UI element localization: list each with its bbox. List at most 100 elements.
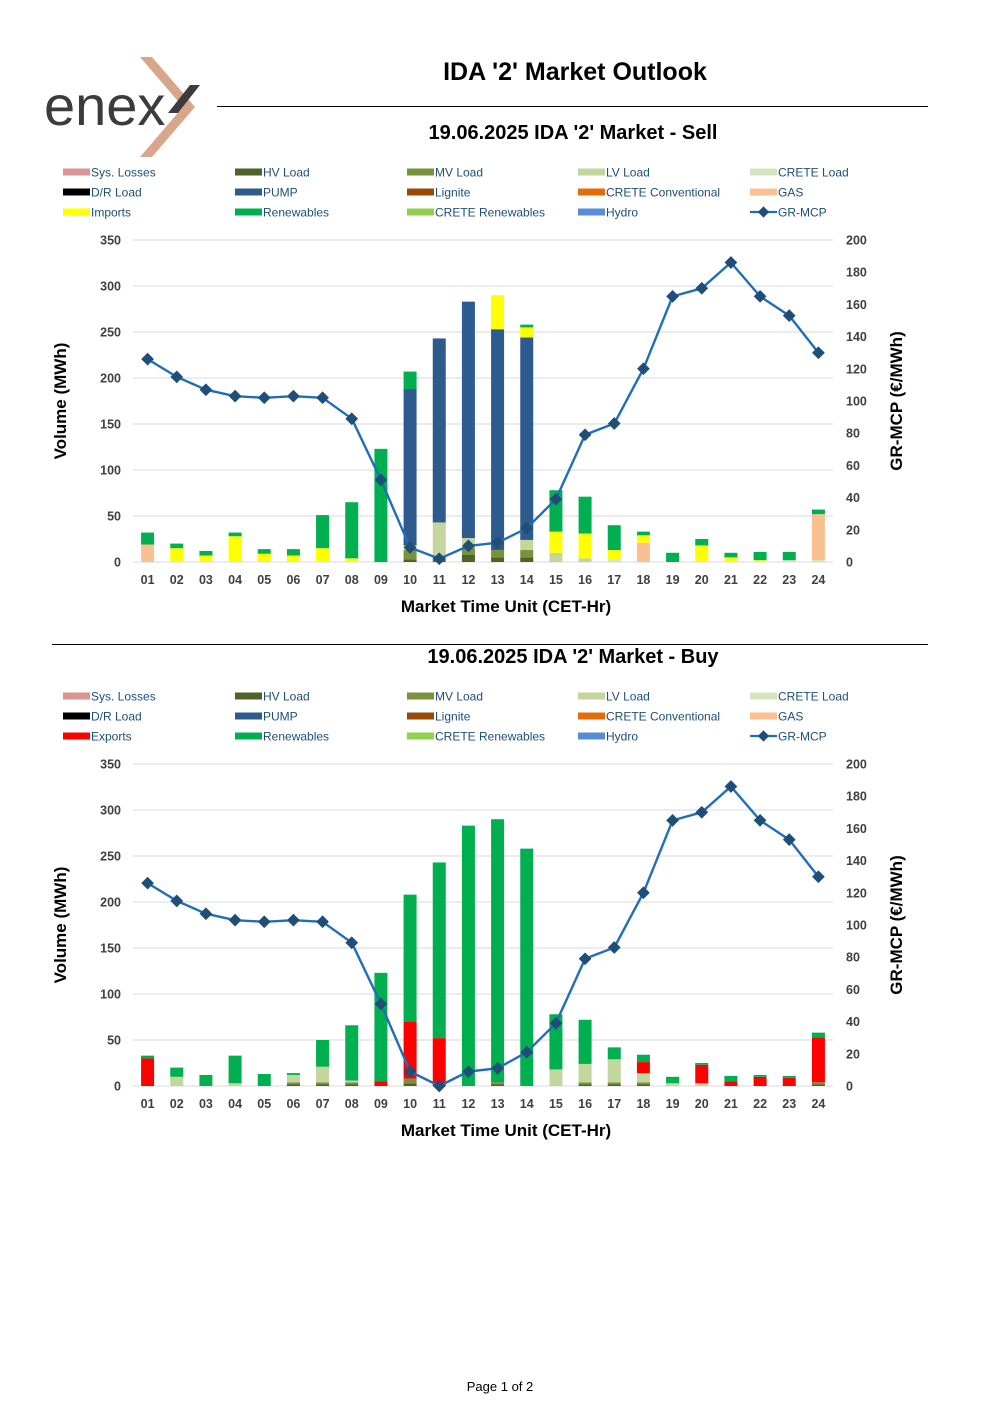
x-tick-label: 04 <box>228 1097 242 1111</box>
x-tick-label: 03 <box>199 1097 213 1111</box>
y2-tick-label: 160 <box>846 822 867 836</box>
bar-segment <box>491 550 505 558</box>
x-tick-label: 20 <box>695 573 709 587</box>
bar-segment <box>666 552 680 562</box>
bar-segment <box>345 1080 359 1083</box>
x-tick-label: 22 <box>753 1097 767 1111</box>
x-tick-label: 01 <box>141 573 155 587</box>
bar-segment <box>811 509 825 515</box>
x-tick-label: 14 <box>520 1097 534 1111</box>
x-tick-label: 17 <box>607 573 621 587</box>
x-tick-label: 02 <box>170 573 184 587</box>
bar-segment <box>782 551 796 561</box>
bar-segment <box>316 1066 330 1083</box>
logo-accent-mark <box>140 57 195 157</box>
bar-segment <box>374 972 388 1082</box>
bar-segment <box>286 1074 300 1083</box>
y2-tick-label: 100 <box>846 395 867 409</box>
x-tick-label: 24 <box>811 573 825 587</box>
gr-mcp-point <box>666 813 679 827</box>
legend-label: PUMP <box>263 186 298 200</box>
y-tick-label: 150 <box>100 418 121 432</box>
x-tick-label: 08 <box>345 1097 359 1111</box>
bar-segment <box>286 555 300 562</box>
logo-accent-stroke <box>168 85 200 113</box>
legend-swatch <box>578 712 605 720</box>
bar-segment <box>520 324 534 328</box>
y2-tick-label: 200 <box>846 758 867 772</box>
bar-segment <box>461 554 475 562</box>
gr-mcp-point <box>345 936 359 950</box>
legend-swatch <box>578 208 605 216</box>
x-tick-label: 19 <box>666 1097 680 1111</box>
gr-mcp-point <box>287 913 300 927</box>
y-tick-label: 100 <box>100 988 121 1002</box>
bar-segment <box>636 1082 650 1085</box>
bar-segment <box>695 545 709 562</box>
bar-segment <box>607 1059 621 1083</box>
bar-segment <box>636 1062 650 1074</box>
bar-segment <box>286 1082 300 1085</box>
legend-label: CRETE Renewables <box>435 206 545 220</box>
bar-segment <box>520 539 534 551</box>
legend-label: MV Load <box>435 166 483 180</box>
legend-swatch <box>235 208 262 216</box>
legend-label: LV Load <box>606 690 650 704</box>
legend-swatch <box>407 208 434 216</box>
bar-segment <box>811 1082 825 1085</box>
x-tick-label: 01 <box>141 1097 155 1111</box>
y-axis-label: Volume (MWh) <box>51 867 70 984</box>
bar-segment <box>345 1084 359 1086</box>
y-tick-label: 250 <box>100 326 121 340</box>
bar-segment <box>345 1025 359 1081</box>
x-tick-label: 16 <box>578 1097 592 1111</box>
gr-mcp-point <box>170 894 184 908</box>
bar-segment <box>753 551 767 561</box>
bar-segment <box>491 329 505 551</box>
x-tick-label: 06 <box>286 1097 300 1111</box>
y2-tick-label: 20 <box>846 523 860 537</box>
bar-segment <box>811 514 825 561</box>
bar-segment <box>432 862 446 1039</box>
enex-logo: enex <box>44 57 200 157</box>
legend-label: Renewables <box>263 730 329 744</box>
y2-tick-label: 140 <box>846 854 867 868</box>
bar-segment <box>695 539 709 546</box>
bar-segment <box>666 1076 680 1084</box>
bar-segment <box>578 1063 592 1083</box>
legend-swatch <box>750 692 777 700</box>
legend-label: Lignite <box>435 186 471 200</box>
legend-label: GAS <box>778 710 803 724</box>
gr-mcp-point <box>228 913 242 927</box>
x-tick-label: 14 <box>520 573 534 587</box>
bar-segment <box>141 1055 155 1059</box>
bar-segment <box>403 1083 417 1086</box>
bar-segment <box>286 1084 300 1086</box>
bar-segment <box>374 448 388 562</box>
y-tick-label: 200 <box>100 372 121 386</box>
x-tick-label: 24 <box>811 1097 825 1111</box>
bar-segment <box>257 1074 271 1086</box>
legend-swatch <box>63 712 90 720</box>
bar-segment <box>345 558 359 562</box>
legend-label: D/R Load <box>91 710 142 724</box>
legend-label: CRETE Conventional <box>606 710 720 724</box>
bar-segment <box>666 1083 680 1086</box>
bar-segment <box>491 557 505 562</box>
bar-segment <box>228 536 242 562</box>
gr-mcp-point <box>607 417 621 430</box>
page-title: IDA '2' Market Outlook <box>443 58 707 86</box>
gr-mcp-point <box>578 428 592 442</box>
x-axis-label: Market Time Unit (CET-Hr) <box>401 1121 611 1140</box>
legend-label: CRETE Load <box>778 690 849 704</box>
legend-swatch <box>235 712 262 720</box>
chart-title: 19.06.2025 IDA '2' Market - Buy <box>427 646 719 668</box>
bar-segment <box>345 502 359 559</box>
legend-label: HV Load <box>263 690 310 704</box>
bar-segment <box>607 1082 621 1085</box>
chart-title: 19.06.2025 IDA '2' Market - Sell <box>429 122 718 144</box>
bar-segment <box>316 1040 330 1067</box>
bar-segment <box>491 819 505 1083</box>
legend-label: GAS <box>778 186 803 200</box>
bar-segment <box>432 1038 446 1086</box>
